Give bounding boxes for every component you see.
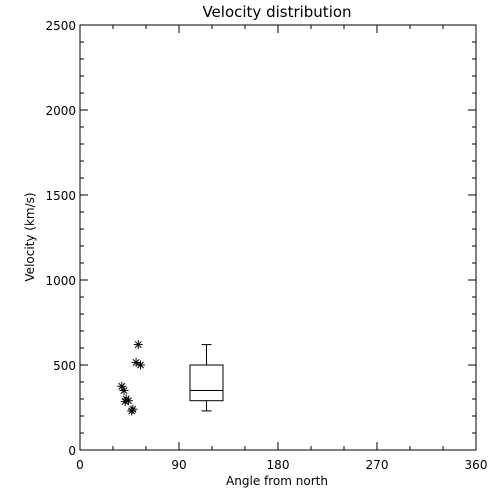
y-tick-label: 2000 <box>45 104 76 118</box>
data-point <box>133 340 143 350</box>
y-axis-label: Velocity (km/s) <box>23 192 37 281</box>
box-plot <box>189 344 224 412</box>
asterisk-stroke <box>134 341 142 349</box>
asterisk-stroke <box>118 382 126 390</box>
asterisk-stroke <box>121 398 129 406</box>
y-tick-label: 0 <box>68 444 76 458</box>
y-tick-label: 1500 <box>45 189 76 203</box>
data-point <box>120 397 130 407</box>
data-point <box>136 360 145 370</box>
x-axis-label: Angle from north <box>226 474 328 488</box>
box-iqr <box>189 364 224 402</box>
x-tick-label: 90 <box>171 458 186 472</box>
data-point <box>119 386 129 395</box>
plot-frame <box>79 24 477 451</box>
y-tick-label: 1000 <box>45 274 76 288</box>
chart-marks <box>117 340 224 416</box>
asterisk-stroke <box>120 386 128 395</box>
asterisk-stroke <box>132 358 140 366</box>
x-tick-label: 270 <box>366 458 389 472</box>
asterisk-stroke <box>128 407 136 415</box>
x-tick-label: 360 <box>465 458 488 472</box>
x-tick-label: 180 <box>267 458 290 472</box>
axis-ticks: 0 90 180 270 360 0 500 1000 1500 2000 2500 <box>45 19 487 472</box>
x-tick-label: 0 <box>76 458 84 472</box>
data-point <box>127 406 137 416</box>
chart-title: Velocity distribution <box>202 3 351 21</box>
y-tick-label: 2500 <box>45 19 76 33</box>
asterisk-stroke <box>136 361 145 369</box>
y-tick-label: 500 <box>53 359 76 373</box>
